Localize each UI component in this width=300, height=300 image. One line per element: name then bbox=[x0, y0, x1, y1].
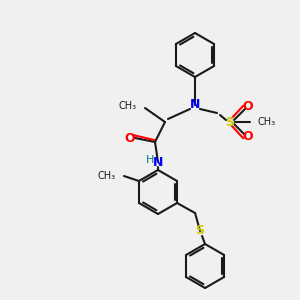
Text: O: O bbox=[125, 131, 135, 145]
Text: CH₃: CH₃ bbox=[258, 117, 276, 127]
Text: S: S bbox=[226, 116, 235, 128]
Text: O: O bbox=[243, 100, 253, 113]
Text: S: S bbox=[196, 224, 205, 238]
Text: H: H bbox=[146, 155, 154, 165]
Text: N: N bbox=[190, 98, 200, 112]
Text: CH₃: CH₃ bbox=[98, 171, 116, 181]
Text: CH₃: CH₃ bbox=[119, 101, 137, 111]
Text: O: O bbox=[243, 130, 253, 143]
Text: N: N bbox=[153, 155, 163, 169]
